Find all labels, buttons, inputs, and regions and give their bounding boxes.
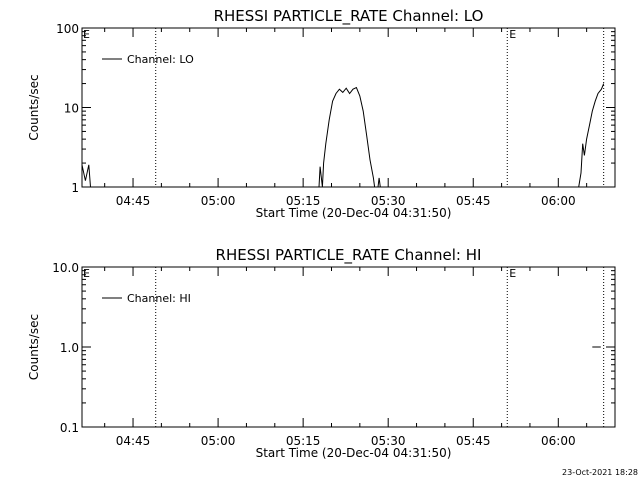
x-tick-label: 04:45: [116, 434, 151, 448]
legend-label: Channel: HI: [127, 292, 191, 305]
y-tick-label: 10: [64, 102, 79, 116]
legend-label: Channel: LO: [127, 53, 194, 66]
x-tick-label: 05:45: [456, 194, 491, 208]
x-axis-label: Start Time (20-Dec-04 04:31:50): [256, 206, 452, 220]
x-tick-label: 05:45: [456, 434, 491, 448]
y-tick-label: 1.0: [60, 341, 79, 355]
event-label: E: [509, 267, 516, 280]
series-line: [318, 86, 376, 188]
plot-frame: [81, 266, 616, 428]
x-tick-label: 05:30: [371, 434, 406, 448]
panel-lo: RHESSI PARTICLE_RATE Channel: LO 1 10 100 04…: [27, 7, 616, 220]
left-marker-label: E: [83, 28, 90, 41]
x-tick-label: 05:00: [201, 194, 236, 208]
series-line: [377, 177, 381, 188]
x-tick-label: 05:30: [371, 194, 406, 208]
chart-title: RHESSI PARTICLE_RATE Channel: HI: [216, 246, 482, 265]
y-tick-label: 1: [71, 181, 79, 195]
footer-timestamp: 23-Oct-2021 18:28: [562, 468, 638, 477]
y-axis-label: Counts/sec: [27, 74, 41, 140]
chart-title: RHESSI PARTICLE_RATE Channel: LO: [214, 7, 484, 26]
series-line: [578, 83, 605, 188]
x-tick-label: 05:15: [286, 434, 321, 448]
x-axis-label: Start Time (20-Dec-04 04:31:50): [256, 446, 452, 460]
x-tick-label: 05:15: [286, 194, 321, 208]
x-tick-label: 06:00: [541, 434, 576, 448]
y-tick-label: 0.1: [60, 421, 79, 435]
series-line: [81, 164, 91, 188]
y-tick-label: 10.0: [52, 261, 79, 275]
x-tick-label: 05:00: [201, 434, 236, 448]
plot-frame: [81, 27, 616, 188]
x-tick-label: 06:00: [541, 194, 576, 208]
event-label: E: [509, 28, 516, 41]
panel-hi: RHESSI PARTICLE_RATE Channel: HI 0.1 1.0 10…: [27, 246, 616, 460]
y-axis-label: Counts/sec: [27, 314, 41, 380]
x-tick-label: 04:45: [116, 194, 151, 208]
y-tick-label: 100: [56, 22, 79, 36]
left-marker-label: E: [83, 267, 90, 280]
